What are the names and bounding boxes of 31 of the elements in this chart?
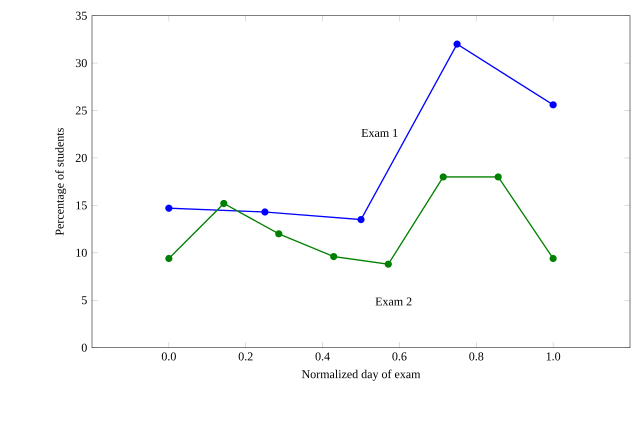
point: [165, 204, 172, 212]
point: [440, 173, 447, 181]
series-label: Exam 1: [362, 128, 398, 137]
point: [275, 230, 282, 238]
point: [550, 254, 557, 262]
x-tick-label: 1.0: [546, 352, 560, 361]
point: [384, 260, 392, 268]
point: [330, 252, 338, 260]
x-axis-title: Normalized day of exam: [302, 370, 420, 381]
point: [494, 173, 502, 181]
point: [261, 208, 269, 216]
text: Exam 2: [375, 297, 412, 306]
y-axis-title: Percentage of students: [55, 128, 66, 236]
y-tick-label: 10: [76, 248, 87, 257]
x-tick-label: 0.2: [238, 352, 253, 361]
point: [220, 200, 228, 208]
x-tick-label: 0.4: [316, 352, 330, 361]
point: [550, 101, 557, 108]
point: [165, 254, 172, 262]
y-tick-label: 30: [76, 59, 87, 68]
y-tick-label: 35: [76, 12, 87, 20]
point: [357, 216, 365, 224]
x-tick-label: 0.6: [392, 352, 407, 361]
y-tick-label: 0: [82, 344, 87, 352]
x-tick-label: 0.0: [162, 352, 176, 361]
y-tick-label: 20: [76, 154, 87, 162]
y-tick-label: 15: [76, 201, 87, 210]
y-tick-label: 25: [76, 106, 87, 115]
x-tick-label: 0.8: [469, 352, 484, 361]
point: [453, 40, 461, 48]
y-tick-label: 5: [82, 296, 87, 304]
